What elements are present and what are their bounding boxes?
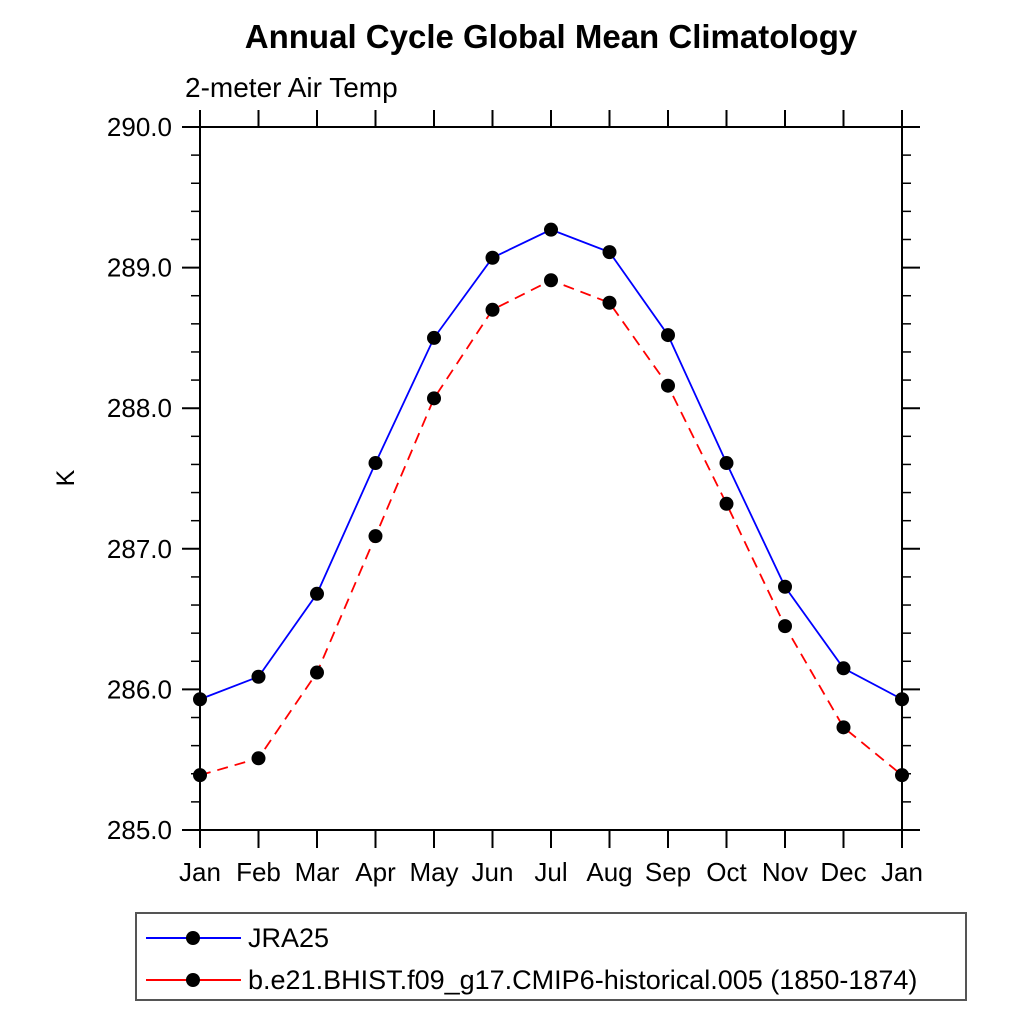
x-tick-label: Jan bbox=[881, 857, 923, 887]
legend-label-model: b.e21.BHIST.f09_g17.CMIP6-historical.005… bbox=[248, 964, 918, 995]
data-point bbox=[193, 768, 207, 783]
data-point bbox=[368, 529, 383, 544]
x-tick-label: Feb bbox=[236, 857, 281, 887]
chart-title: Annual Cycle Global Mean Climatology bbox=[244, 18, 858, 55]
x-tick-label: Sep bbox=[645, 857, 691, 887]
y-tick-label: 286.0 bbox=[107, 674, 172, 704]
series-line-jra25 bbox=[199, 228, 903, 701]
legend-box: JRA25 b.e21.BHIST.f09_g17.CMIP6-historic… bbox=[135, 912, 967, 1001]
x-tick-label: Jul bbox=[534, 857, 567, 887]
x-tick-label: Mar bbox=[295, 857, 340, 887]
x-tick-label: Apr bbox=[355, 857, 396, 887]
data-point bbox=[485, 302, 500, 317]
y-tick-label: 287.0 bbox=[107, 534, 172, 564]
data-point bbox=[427, 330, 441, 345]
x-tick-label: Aug bbox=[586, 857, 632, 887]
y-tick-label: 288.0 bbox=[107, 393, 172, 423]
data-point bbox=[895, 692, 909, 707]
data-point bbox=[719, 456, 734, 471]
data-point bbox=[544, 222, 558, 237]
legend-item-model: b.e21.BHIST.f09_g17.CMIP6-historical.005… bbox=[145, 961, 917, 999]
legend-marker-dot bbox=[186, 973, 200, 987]
data-point bbox=[368, 456, 383, 471]
data-point bbox=[778, 579, 792, 594]
data-point bbox=[310, 586, 324, 601]
y-tick-label: 285.0 bbox=[107, 815, 172, 845]
legend-label-jra25: JRA25 bbox=[248, 922, 330, 953]
data-point bbox=[778, 619, 792, 634]
data-point bbox=[836, 720, 851, 735]
jra25-line-swatch bbox=[146, 931, 241, 945]
data-point bbox=[251, 751, 266, 766]
x-tick-label: Nov bbox=[762, 857, 808, 887]
data-point bbox=[193, 692, 207, 707]
data-point bbox=[251, 669, 266, 684]
data-point bbox=[544, 273, 558, 288]
x-tick-label: Jun bbox=[472, 857, 514, 887]
data-point bbox=[836, 661, 851, 676]
x-tick-label: Jan bbox=[179, 857, 221, 887]
y-tick-label: 290.0 bbox=[107, 112, 172, 142]
model-line-swatch bbox=[146, 973, 241, 987]
data-point bbox=[895, 768, 909, 783]
chart-subtitle: 2-meter Air Temp bbox=[185, 72, 398, 103]
series-line-model bbox=[199, 279, 903, 777]
data-point bbox=[661, 328, 675, 343]
x-tick-label: Dec bbox=[820, 857, 866, 887]
x-tick-label: Oct bbox=[706, 857, 747, 887]
y-tick-label: 289.0 bbox=[107, 253, 172, 283]
data-point bbox=[602, 245, 617, 260]
data-point bbox=[427, 391, 441, 406]
x-tick-label: May bbox=[409, 857, 458, 887]
data-point bbox=[602, 295, 617, 310]
data-point bbox=[485, 250, 500, 265]
data-point bbox=[310, 665, 324, 680]
legend-marker-dot bbox=[186, 931, 200, 945]
data-point bbox=[719, 496, 734, 511]
data-point bbox=[661, 378, 675, 393]
legend-item-jra25: JRA25 bbox=[145, 919, 329, 957]
